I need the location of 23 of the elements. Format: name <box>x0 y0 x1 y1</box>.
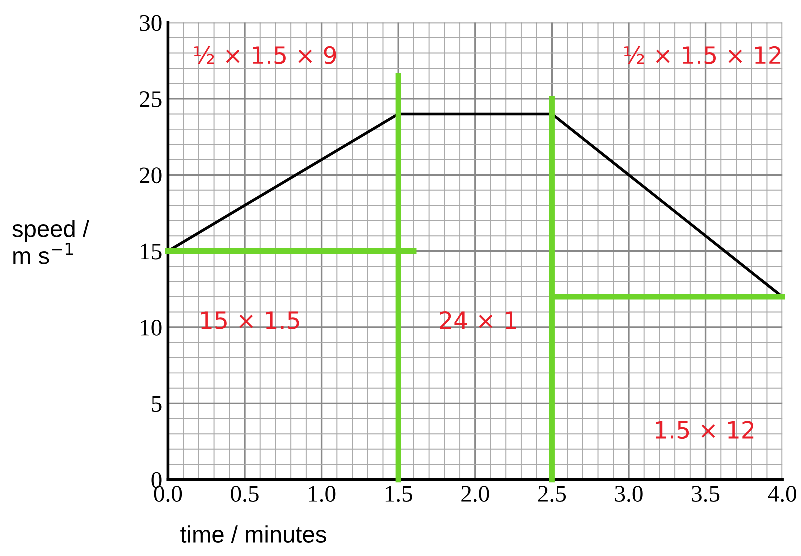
x-tick-label: 0.0 <box>154 486 182 502</box>
annotation: ½ × 1.5 × 9 <box>194 46 336 64</box>
x-tick-label: 1.5 <box>386 486 412 502</box>
y-tick-label: 5 <box>152 396 162 412</box>
x-axis-title: time / minutes <box>180 526 326 543</box>
y-tick-label: 20 <box>140 168 162 184</box>
y-tick-label: 15 <box>141 244 162 260</box>
x-tick-label: 2.5 <box>538 486 566 502</box>
y-tick-label: 0 <box>152 472 162 488</box>
y-tick-label: 10 <box>141 320 162 336</box>
y-tick-label: 30 <box>140 15 162 32</box>
x-tick-label: 0.5 <box>231 486 259 502</box>
y-tick-label: 25 <box>140 92 162 108</box>
x-tick-label: 2.0 <box>462 486 490 502</box>
annotation: 24 × 1 <box>440 311 516 330</box>
x-tick-label: 1.0 <box>309 486 336 502</box>
x-tick-label: 4.0 <box>768 486 796 502</box>
y-axis-title: speed / m s$^{−1}$ <box>12 220 90 264</box>
annotation: 1.5 × 12 <box>656 421 754 440</box>
x-tick-label: 3.0 <box>615 486 643 502</box>
x-tick-label: 3.5 <box>692 486 720 502</box>
annotation: ½ × 1.5 × 12 <box>624 46 781 64</box>
annotation: 15 × 1.5 <box>202 312 300 330</box>
